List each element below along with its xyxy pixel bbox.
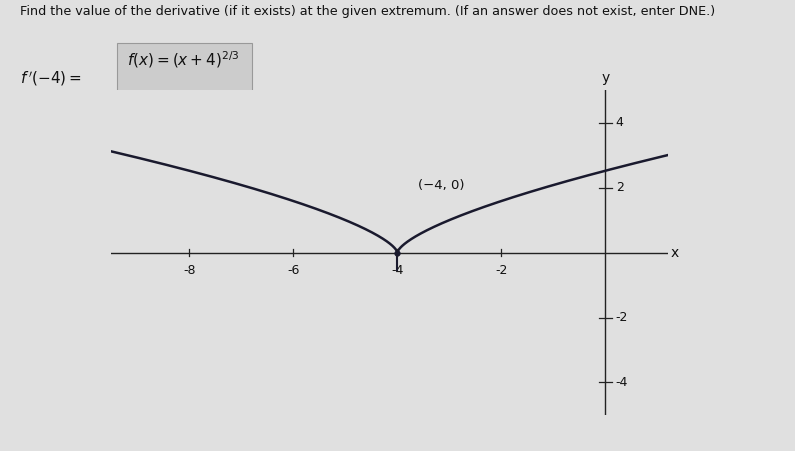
Text: -4: -4 bbox=[391, 264, 404, 277]
Text: y: y bbox=[601, 71, 610, 85]
Text: -2: -2 bbox=[495, 264, 507, 277]
Text: -8: -8 bbox=[183, 264, 196, 277]
Text: $f\,{}'(-4) =$: $f\,{}'(-4) =$ bbox=[20, 70, 82, 88]
Text: -4: -4 bbox=[616, 376, 628, 389]
Text: -2: -2 bbox=[616, 311, 628, 324]
Text: x: x bbox=[670, 245, 679, 260]
Text: Find the value of the derivative (if it exists) at the given extremum. (If an an: Find the value of the derivative (if it … bbox=[20, 5, 715, 18]
Text: -6: -6 bbox=[287, 264, 300, 277]
Text: 2: 2 bbox=[616, 181, 623, 194]
Text: (−4, 0): (−4, 0) bbox=[418, 179, 464, 193]
FancyBboxPatch shape bbox=[117, 43, 252, 91]
Text: 4: 4 bbox=[616, 116, 623, 129]
Text: $f(x) = (x + 4)^{2/3}$: $f(x) = (x + 4)^{2/3}$ bbox=[127, 50, 240, 70]
